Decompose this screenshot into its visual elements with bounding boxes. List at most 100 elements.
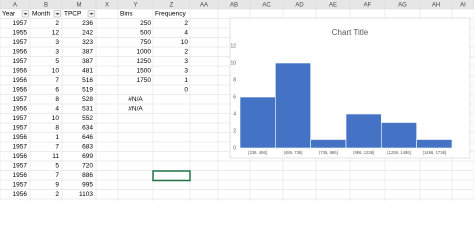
bar (275, 62, 311, 149)
y-tick-label: 10 (230, 60, 236, 66)
cell: 387 (82, 58, 93, 65)
cell: 1956 (13, 86, 28, 93)
cell: 2 (184, 20, 188, 27)
cell: 699 (82, 153, 93, 160)
cell: 1957 (13, 181, 28, 188)
cell: 7 (55, 77, 59, 84)
cell: 1750 (137, 77, 152, 84)
x-tick-label: (1486, 1736] (423, 150, 447, 155)
column-letter: AE (329, 2, 337, 8)
cell: 1956 (13, 48, 28, 55)
cell: 1956 (13, 67, 28, 74)
cell: 2 (55, 191, 59, 198)
selected-cell[interactable] (152, 170, 191, 182)
cell: 1957 (13, 115, 28, 122)
cell: #N/A (128, 96, 143, 103)
cell: 236 (82, 20, 93, 27)
cell: 683 (82, 143, 93, 150)
column-letter: AC (262, 2, 271, 8)
cell: #N/A (128, 105, 143, 112)
cell: 516 (82, 77, 93, 84)
y-tick-label: 12 (230, 43, 236, 49)
cell: 646 (82, 134, 93, 141)
cell: 3 (184, 58, 188, 65)
cell: 8 (55, 96, 59, 103)
cell: 528 (82, 96, 93, 103)
cell: 10 (181, 39, 189, 46)
cell: 8 (55, 124, 59, 131)
cell: 481 (82, 67, 93, 74)
header-cell: Frequency (155, 10, 186, 17)
cell: 3 (55, 48, 59, 55)
chart-title: Chart Title (332, 28, 369, 37)
x-tick-label: (1236, 1486] (387, 150, 411, 155)
cell: 1955 (13, 29, 28, 36)
cell: 242 (82, 29, 93, 36)
y-tick-label: 4 (233, 111, 236, 117)
header-cell: Year (2, 10, 16, 17)
filter-arrow (23, 13, 28, 15)
cell: 2 (184, 48, 188, 55)
header-cell: TPCP (64, 10, 81, 17)
cell: 10 (52, 67, 60, 74)
cell: 1956 (13, 105, 28, 112)
y-tick-label: 8 (233, 77, 236, 83)
cell: 5 (55, 58, 59, 65)
y-tick-label: 0 (233, 145, 236, 151)
column-letter: B (44, 2, 48, 8)
cell: 531 (82, 105, 93, 112)
cell: 10 (52, 115, 60, 122)
cell: 250 (140, 20, 151, 27)
x-tick-label: (486, 736] (284, 150, 303, 155)
column-header-bar (0, 0, 474, 9)
cell: 5 (55, 162, 59, 169)
filter-arrow (89, 13, 94, 15)
cell: 1957 (13, 143, 28, 150)
cell: 1956 (13, 153, 28, 160)
cell: 0 (184, 86, 188, 93)
cell: 1956 (13, 172, 28, 179)
cell: 1000 (137, 48, 152, 55)
x-tick-label: (986, 1236] (353, 150, 374, 155)
cell: 1957 (13, 20, 28, 27)
cell: 1250 (137, 58, 152, 65)
column-letter: A (13, 2, 17, 8)
column-letter: AH (432, 2, 440, 8)
column-letter: AI (460, 2, 466, 8)
cell: 12 (52, 29, 60, 36)
bar (416, 139, 453, 149)
column-letter: Y (133, 2, 137, 8)
cell: 519 (82, 86, 93, 93)
cell: 1 (55, 134, 59, 141)
cell: 1956 (13, 191, 28, 198)
cell: 995 (82, 181, 93, 188)
bar (381, 122, 417, 149)
column-letter: AG (398, 2, 407, 8)
page: A B M X Y Z AA AB AC AD AE AF AG AH AI Year Month TPCP Bin… (0, 0, 474, 201)
header-cell: Bins (120, 10, 133, 17)
cell: 4 (184, 29, 188, 36)
cell: 1957 (13, 39, 28, 46)
cell: 387 (82, 48, 93, 55)
cell: 552 (82, 115, 93, 122)
cell: 1103 (79, 191, 93, 198)
cell: 750 (140, 39, 151, 46)
chart[interactable]: Chart Title 0 2 4 6 8 10 12 [236, 486] (486, 736… (229, 17, 471, 159)
cell: 1500 (137, 67, 152, 74)
column-letter: M (77, 2, 82, 8)
cell: 1957 (13, 58, 28, 65)
column-letter: Z (170, 2, 174, 8)
y-tick-label: 2 (233, 128, 236, 134)
x-tick-label: (736, 986] (319, 150, 338, 155)
cell: 1957 (13, 96, 28, 103)
cell: 6 (55, 86, 59, 93)
cell: 4 (55, 105, 59, 112)
cell: 7 (55, 172, 59, 179)
cell: 3 (55, 39, 59, 46)
column-letter: AB (230, 2, 238, 8)
column-letter: AF (364, 2, 372, 8)
cell: 7 (55, 143, 59, 150)
column-letter: X (105, 2, 109, 8)
cell: 11 (52, 153, 59, 160)
